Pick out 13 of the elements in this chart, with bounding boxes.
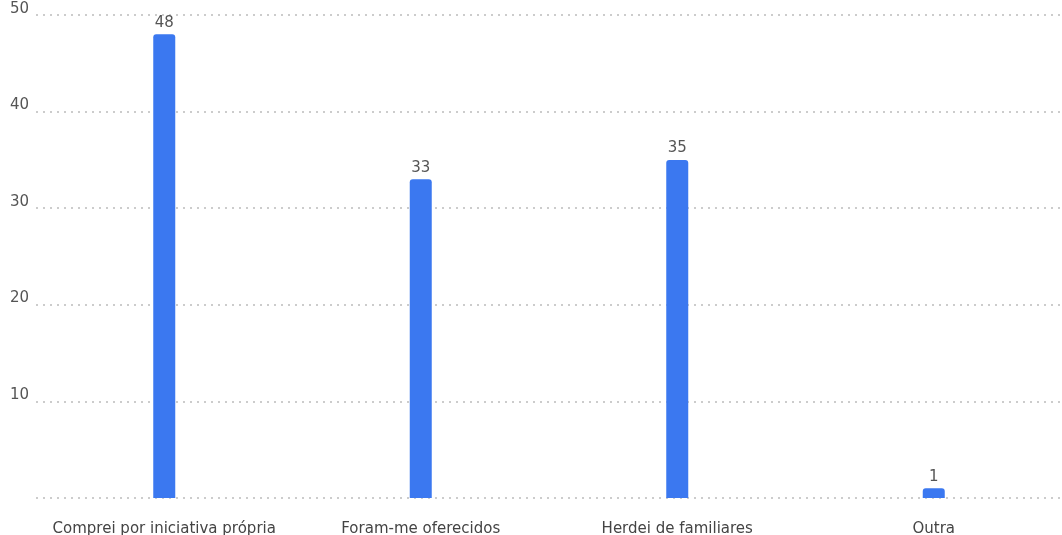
data-label: 33 xyxy=(411,157,431,176)
y-tick-label: 50 xyxy=(10,0,30,17)
y-tick-label: 20 xyxy=(10,288,30,307)
y-tick-label: 10 xyxy=(10,384,30,403)
x-tick-label: Herdei de familiares xyxy=(601,518,754,535)
x-tick-label: Comprei por iniciativa própria xyxy=(52,518,276,535)
data-label: 35 xyxy=(667,138,687,157)
x-tick-label: Outra xyxy=(912,518,956,535)
data-label: 1 xyxy=(928,466,939,485)
y-tick-label: 40 xyxy=(10,95,30,114)
x-tick-label: Foram-me oferecidos xyxy=(341,518,501,535)
data-label: 48 xyxy=(154,12,174,31)
y-tick-label: 30 xyxy=(10,191,30,210)
